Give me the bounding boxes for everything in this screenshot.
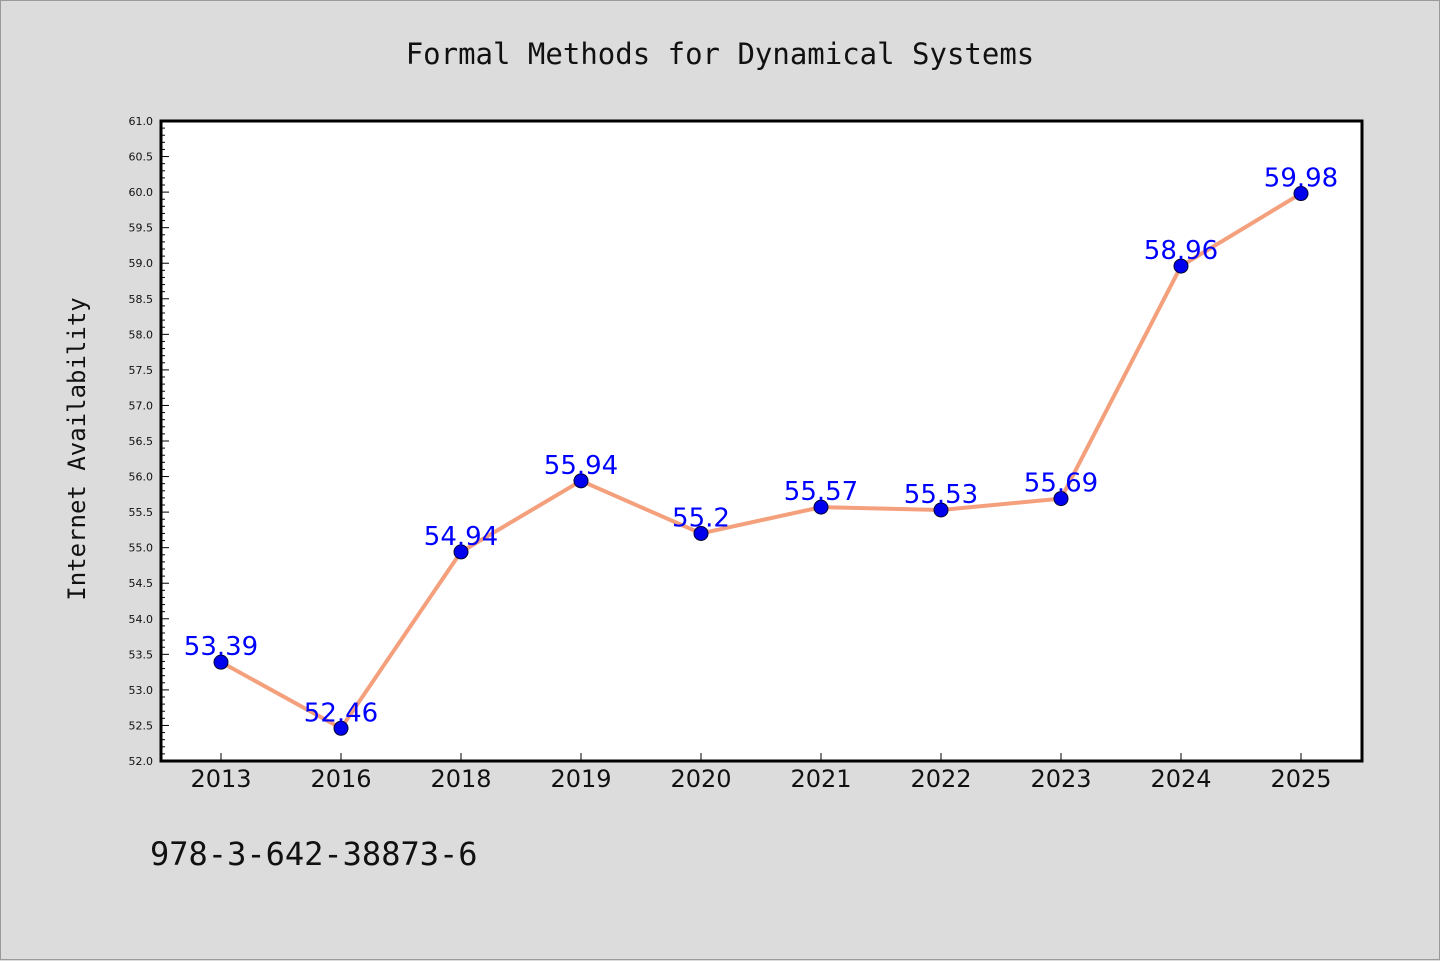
- data-label-2019: 55.94: [544, 451, 618, 481]
- y-tick-label: 52.5: [129, 719, 154, 732]
- data-point-2019: [573, 473, 589, 489]
- data-label-2024: 58.96: [1144, 236, 1218, 266]
- data-label-2025: 59.98: [1264, 164, 1338, 194]
- isbn-text: 978-3-642-38873-6: [150, 835, 478, 873]
- y-tick-label: 54.0: [129, 613, 154, 626]
- y-tick-label: 56.5: [129, 435, 154, 448]
- y-tick-label: 58.5: [129, 293, 154, 306]
- y-tick-label: 52.0: [129, 755, 154, 768]
- y-axis: 52.0 52.5 53.0 53.5 54.0 54.5 55.0 55.5 56.0 56.5…: [129, 115, 169, 768]
- data-point-2022: [933, 502, 949, 518]
- data-point-2025: [1293, 186, 1309, 202]
- y-tick-label: 56.0: [129, 471, 154, 484]
- y-tick-label: 61.0: [129, 115, 154, 128]
- data-label-2022: 55.53: [904, 480, 978, 510]
- y-tick-label: 55.5: [129, 506, 154, 519]
- y-tick-label: 59.5: [129, 222, 154, 235]
- data-label-2013: 53.39: [184, 632, 258, 662]
- chart-title: Formal Methods for Dynamical Systems: [406, 37, 1035, 71]
- x-tick-label: 2021: [790, 765, 851, 793]
- x-tick-label: 2022: [910, 765, 971, 793]
- data-label-2021: 55.57: [784, 477, 858, 507]
- x-tick-label: 2023: [1030, 765, 1091, 793]
- x-tick-label: 2018: [430, 765, 491, 793]
- y-tick-label: 60.0: [129, 186, 154, 199]
- y-tick-label: 57.5: [129, 364, 154, 377]
- data-point-2016: [333, 720, 349, 736]
- y-tick-label: 57.0: [129, 399, 154, 412]
- x-tick-label: 2013: [190, 765, 251, 793]
- data-point-2021: [813, 499, 829, 515]
- data-label-2018: 54.94: [424, 522, 498, 552]
- y-tick-label: 54.5: [129, 577, 154, 590]
- series-line: [219, 191, 1303, 731]
- data-label-2023: 55.69: [1024, 469, 1098, 499]
- x-tick-label: 2019: [550, 765, 611, 793]
- data-label-2020: 55.2: [672, 503, 730, 533]
- x-tick-label: 2025: [1270, 765, 1331, 793]
- data-point-2024: [1173, 258, 1189, 274]
- x-tick-label: 2016: [310, 765, 371, 793]
- data-label-2016: 52.46: [304, 698, 378, 728]
- data-point-2018: [453, 544, 469, 560]
- y-axis-label: Internet Availability: [63, 297, 91, 600]
- plot-area: [159, 119, 1364, 763]
- x-axis: 2013 2016 2018 2019 2020 2021 2022 2023 2024 2025: [190, 753, 1332, 793]
- y-tick-label: 55.0: [129, 542, 154, 555]
- x-tick-label: 2024: [1150, 765, 1211, 793]
- y-tick-label: 53.5: [129, 648, 154, 661]
- data-point-2020: [693, 525, 709, 541]
- series-group: 53.39 52.46 54.94 55.94 55.2 55.57 55.53 55.69 5…: [184, 164, 1338, 736]
- x-tick-label: 2020: [670, 765, 731, 793]
- y-tick-label: 53.0: [129, 684, 154, 697]
- data-point-2023: [1053, 491, 1069, 507]
- y-tick-label: 59.0: [129, 257, 154, 270]
- y-tick-label: 60.5: [129, 151, 154, 164]
- y-tick-label: 58.0: [129, 328, 154, 341]
- data-point-2013: [213, 654, 229, 670]
